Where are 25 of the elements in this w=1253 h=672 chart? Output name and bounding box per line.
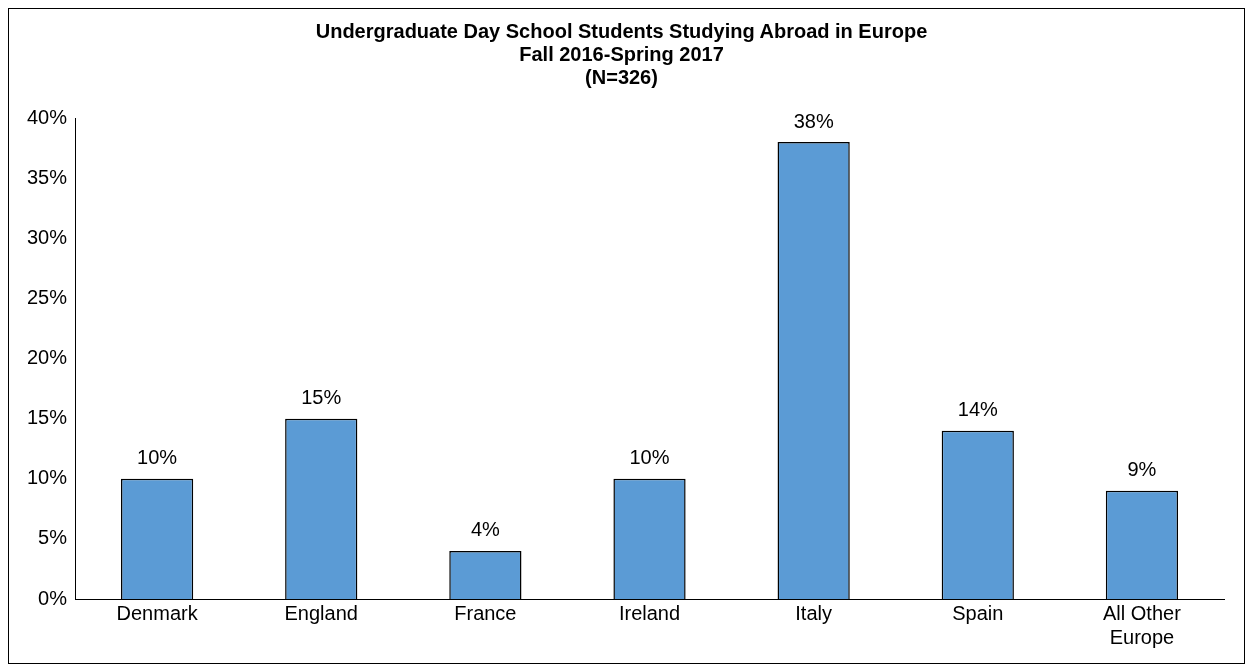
x-tick-label: Italy <box>795 601 832 624</box>
data-label: 38% <box>793 109 834 132</box>
y-tick-label: 40% <box>27 105 68 128</box>
y-tick-label: 5% <box>38 526 68 549</box>
y-tick-label: 10% <box>27 466 68 489</box>
y-tick-label: 20% <box>27 346 68 369</box>
y-tick-label: 0% <box>38 586 68 609</box>
chart-subtitle: Fall 2016-Spring 2017 (N=326) <box>519 43 724 89</box>
y-tick-label: 30% <box>27 225 68 248</box>
data-label: 14% <box>957 398 999 421</box>
data-label: 9% <box>1127 458 1157 481</box>
data-label: 15% <box>301 386 342 409</box>
data-label: 10% <box>137 446 178 469</box>
x-tick-label: Denmark <box>116 601 199 624</box>
y-tick-label: 15% <box>27 406 68 429</box>
y-tick-label: 25% <box>27 285 68 308</box>
data-label: 4% <box>470 518 501 541</box>
x-tick-label: All Other Europe <box>1103 601 1182 648</box>
x-tick-label: Ireland <box>618 601 681 624</box>
x-tick-label: England <box>284 601 358 624</box>
x-tick-label: Spain <box>952 601 1004 624</box>
data-label: 10% <box>629 446 670 469</box>
chart-title: Undergraduate Day School Students Studying Abroad in Europe <box>315 20 928 43</box>
x-tick-label: France <box>454 601 517 624</box>
y-tick-label: 35% <box>27 165 68 188</box>
